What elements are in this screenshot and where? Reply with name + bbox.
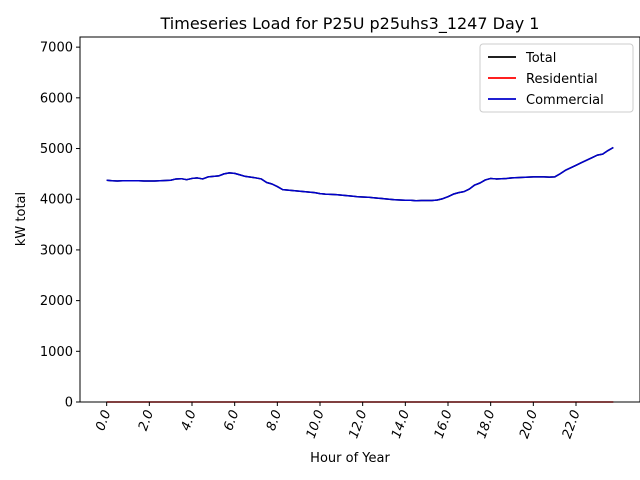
axes-frame [79,36,640,403]
series-line-commercial [106,146,614,202]
y-tick-label: 0 [65,396,73,411]
y-axis-label: kW total [14,192,29,246]
legend-label-total: Total [525,51,556,66]
x-tick-label: 4.0 [179,408,200,433]
y-tick-label: 7000 [40,41,73,56]
y-tick-label: 5000 [40,142,73,157]
x-tick-label: 6.0 [221,408,242,433]
x-tick-label: 0.0 [93,408,114,433]
x-axis-label: Hour of Year [310,451,390,466]
y-tick-label: 1000 [40,345,73,360]
x-tick-label: 8.0 [264,408,285,433]
x-tick-label: 2.0 [136,408,157,433]
y-tick-label: 3000 [40,243,73,258]
y-tick-label: 2000 [40,294,73,309]
legend-box [479,43,634,113]
legend-label-commercial: Commercial [526,93,604,108]
y-tick-label: 4000 [40,193,73,208]
chart-title: Timeseries Load for P25U p25uhs3_1247 Da… [160,14,540,34]
legend: Total Residential Commercial [479,43,634,113]
y-tick-label: 6000 [40,91,73,106]
legend-label-residential: Residential [526,72,598,87]
